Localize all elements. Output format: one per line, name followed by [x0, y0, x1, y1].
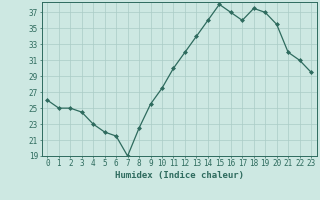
- X-axis label: Humidex (Indice chaleur): Humidex (Indice chaleur): [115, 171, 244, 180]
